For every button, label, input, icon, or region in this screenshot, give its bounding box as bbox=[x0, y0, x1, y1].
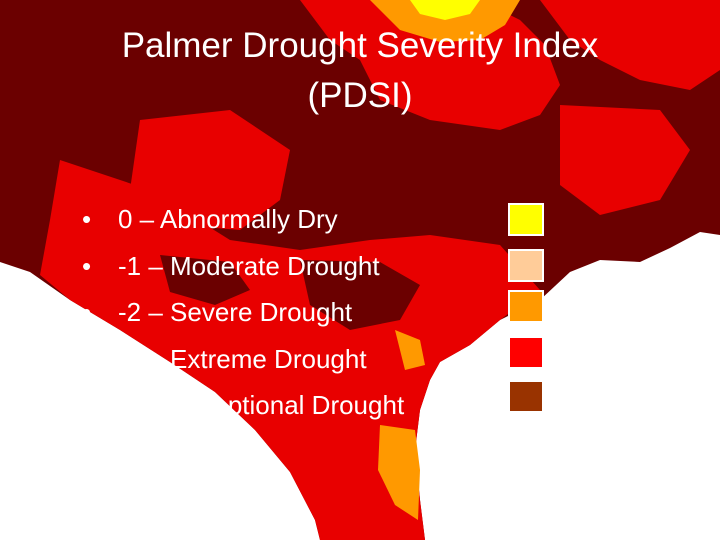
slide-title-line2: (PDSI) bbox=[307, 76, 413, 115]
legend-label: -2 – Severe Drought bbox=[118, 297, 353, 327]
coastal-severe bbox=[378, 425, 420, 520]
legend-item: • 0 – Abnormally Dry bbox=[82, 196, 404, 243]
top-abnormal-core bbox=[410, 0, 480, 20]
legend-label: -3 – Extreme Drought bbox=[118, 343, 367, 374]
legend-item: • -2 – Severe Drought bbox=[82, 289, 404, 336]
legend-swatch-severe bbox=[508, 290, 544, 323]
legend-item: • -3 – Extreme Drought bbox=[82, 336, 404, 383]
bullet-icon: • bbox=[82, 343, 92, 374]
slide-title-line1: Palmer Drought Severity Index bbox=[121, 26, 599, 65]
bullet-icon: • bbox=[82, 204, 92, 234]
mid-extreme-west bbox=[130, 110, 290, 230]
top-extreme-right bbox=[540, 0, 720, 90]
legend-swatch-abnormally-dry bbox=[508, 203, 544, 236]
bullet-icon: • bbox=[82, 250, 92, 281]
coastal-dark-patch-2 bbox=[160, 255, 250, 305]
coastal-dark-patch bbox=[300, 260, 420, 330]
legend-swatch-moderate bbox=[508, 249, 544, 282]
bullet-icon: • bbox=[82, 297, 92, 327]
legend-item: • -1 – Moderate Drought bbox=[82, 243, 404, 290]
top-severe-core bbox=[370, 0, 520, 42]
legend-item: • -4 – Exceptional Drought bbox=[82, 382, 404, 429]
legend-swatch-extreme bbox=[508, 336, 544, 369]
legend-list: • 0 – Abnormally Dry • -1 – Moderate Droug… bbox=[82, 196, 404, 429]
legend-label: -4 – Exceptional Drought bbox=[118, 390, 405, 420]
mid-extreme-east bbox=[560, 105, 690, 215]
coastal-severe-2 bbox=[395, 330, 425, 370]
bullet-icon: • bbox=[82, 390, 92, 420]
legend-label: 0 – Abnormally Dry bbox=[118, 204, 338, 234]
legend-swatch-exceptional bbox=[508, 380, 544, 413]
top-extreme-band bbox=[300, 0, 560, 130]
gulf-water-east bbox=[415, 232, 720, 540]
gulf-water bbox=[0, 262, 320, 540]
legend-label: -1 – Moderate Drought bbox=[118, 250, 380, 281]
